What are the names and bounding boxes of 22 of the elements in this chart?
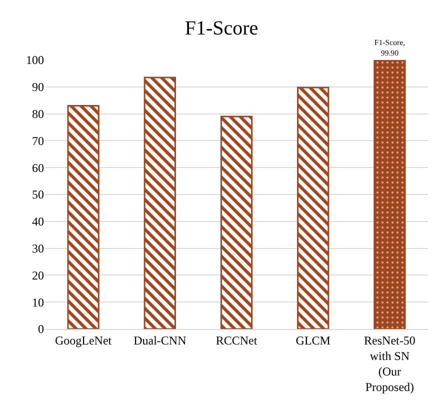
y-tick-label: 30 — [32, 242, 44, 256]
x-tick-label: ResNet-50 with SN (Our Proposed) — [364, 333, 416, 394]
bar — [67, 104, 100, 329]
x-tick-label: GoogLeNet — [54, 333, 112, 348]
y-tick-label: 40 — [32, 214, 44, 229]
y-tick-label: 90 — [32, 80, 44, 94]
y-tick-label: 100 — [26, 53, 44, 68]
x-tick-label: Dual-CNN — [134, 333, 187, 348]
bar — [297, 86, 330, 329]
chart-title: F1-Score — [184, 18, 258, 40]
y-tick-label: 60 — [32, 160, 44, 175]
y-tick-label: 80 — [32, 107, 44, 121]
bar — [144, 76, 176, 329]
y-tick-label: 10 — [32, 295, 44, 310]
bar — [374, 60, 406, 329]
y-tick-label: 0 — [38, 322, 44, 336]
x-tick-label: RCCNet — [216, 333, 258, 348]
y-tick-label: 20 — [32, 268, 44, 282]
y-tick-label: 70 — [32, 134, 44, 148]
x-tick-label: GLCM — [296, 333, 331, 348]
bar — [220, 116, 253, 329]
y-tick-label: 50 — [32, 188, 44, 202]
